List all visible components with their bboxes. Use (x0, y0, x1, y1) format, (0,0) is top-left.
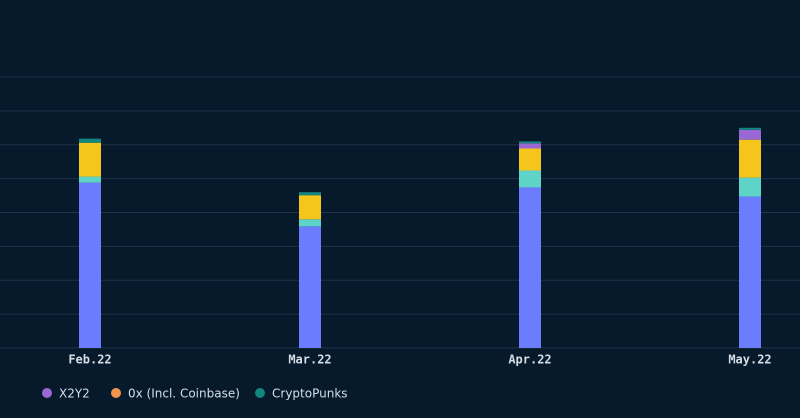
bar-segment (739, 139, 761, 178)
bar-segment (739, 196, 761, 348)
bar-segment (79, 138, 101, 143)
bar-segment (299, 195, 321, 220)
legend-label[interactable]: CryptoPunks (272, 387, 348, 401)
bar-segment (79, 142, 101, 177)
bar-segment (299, 219, 321, 227)
bar-segment (519, 143, 541, 149)
x-tick-label: Apr.22 (508, 353, 551, 367)
x-tick-label: Mar.22 (288, 353, 331, 367)
bar-segment (519, 148, 541, 171)
bar-segment (519, 170, 541, 188)
legend-label[interactable]: X2Y2 (59, 387, 90, 401)
bar-segment (519, 187, 541, 348)
bar-segment (739, 177, 761, 197)
bar-segment (519, 141, 541, 144)
bar-segment (79, 182, 101, 348)
bar-segment (299, 226, 321, 348)
bar-segment (79, 176, 101, 183)
legend-marker[interactable] (255, 388, 265, 398)
legend-marker[interactable] (42, 388, 52, 398)
x-tick-label: Feb.22 (68, 353, 111, 367)
bar-segment (739, 129, 761, 140)
legend-label[interactable]: 0x (Incl. Coinbase) (128, 387, 240, 401)
x-tick-label: May.22 (728, 353, 771, 367)
bar-segment (739, 127, 761, 130)
legend-marker[interactable] (111, 388, 121, 398)
bar-segment (299, 192, 321, 196)
